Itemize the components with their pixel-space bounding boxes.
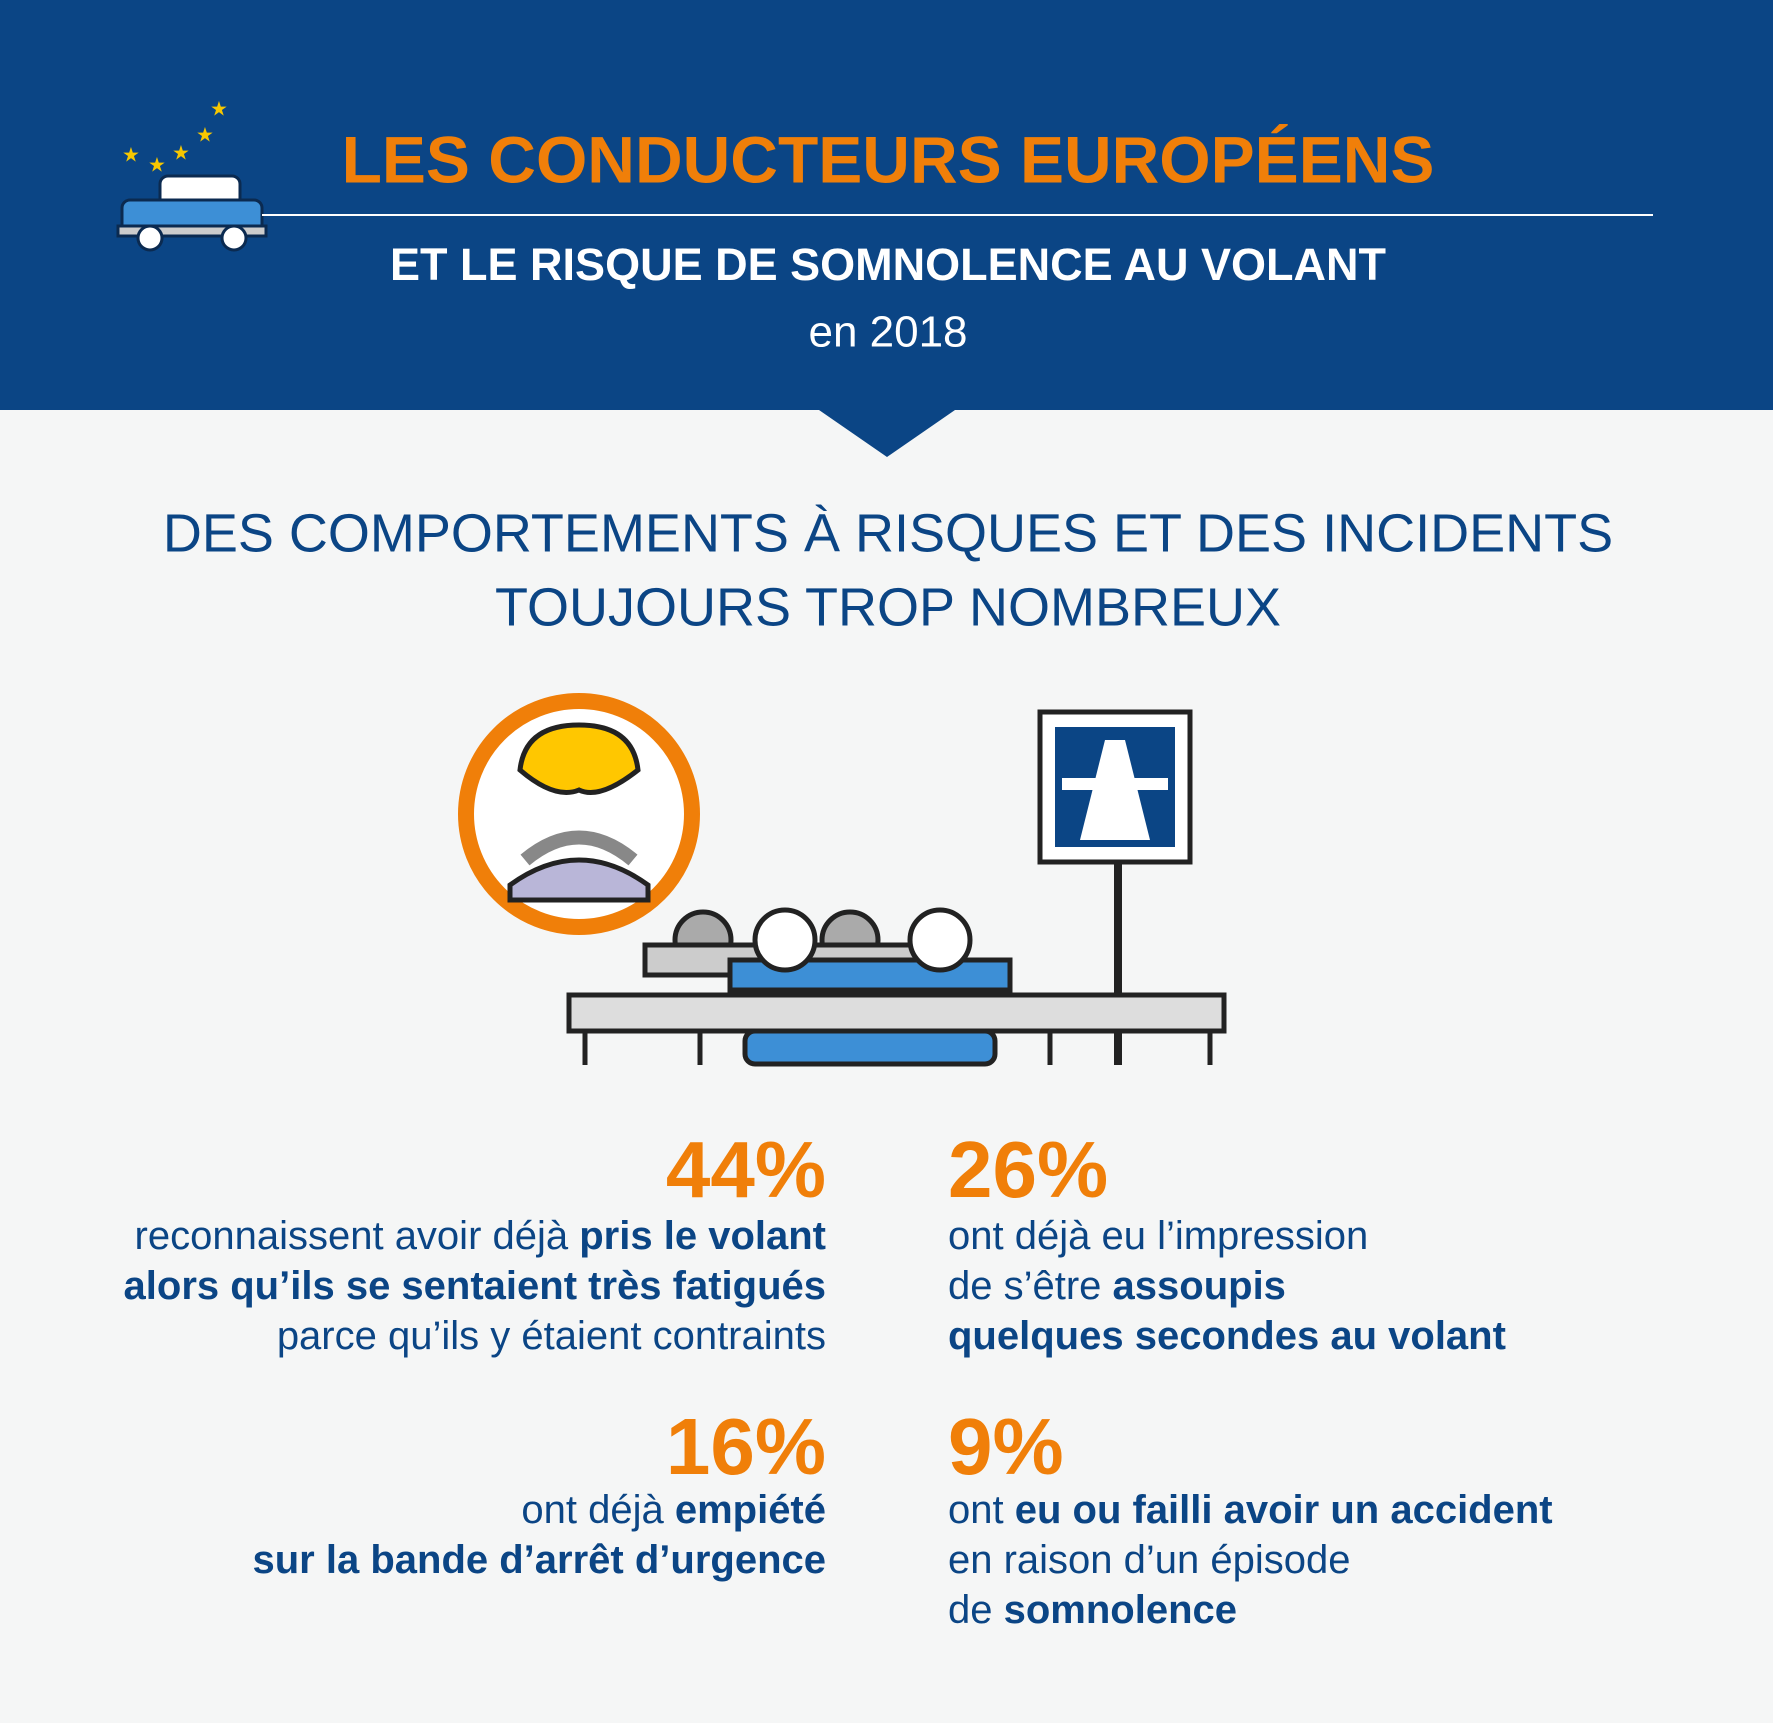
stat-line: ont déjà eu l’impression (948, 1214, 1368, 1258)
svg-text:★: ★ (196, 124, 214, 146)
bold-text: empiété (675, 1488, 826, 1532)
section-heading: TOUJOURS TROP NOMBREUX (495, 577, 1281, 637)
illustration (458, 693, 1227, 1067)
bold-text: quelques secondes au volant (948, 1314, 1506, 1358)
svg-text:★: ★ (210, 98, 228, 120)
stat-line: sur la bande d’arrêt d’urgence (253, 1538, 827, 1582)
text: ont (948, 1488, 1015, 1532)
bold-text: somnolence (1004, 1588, 1237, 1632)
text: en raison d’un épisode (948, 1538, 1351, 1582)
car-icon (116, 174, 268, 252)
stat-line: ont déjà empiété (521, 1488, 826, 1532)
text: ont déjà eu l’impression (948, 1214, 1368, 1258)
stat-line: ont eu ou failli avoir un accident (948, 1488, 1553, 1532)
stat-value: 26% (948, 1125, 1108, 1214)
stat-line: de s’être assoupis (948, 1264, 1286, 1308)
bold-text: assoupis (1113, 1264, 1286, 1308)
svg-text:★: ★ (148, 154, 166, 176)
stat-line: quelques secondes au volant (948, 1314, 1506, 1358)
svg-text:★: ★ (172, 142, 190, 164)
stat-line: en raison d’un épisode (948, 1538, 1351, 1582)
year: en 2018 (808, 308, 967, 357)
subtitle: ET LE RISQUE DE SOMNOLENCE AU VOLANT (390, 239, 1386, 290)
svg-text:★: ★ (122, 144, 140, 166)
title: LES CONDUCTEURS EUROPÉENS (342, 122, 1435, 196)
bold-text: sur la bande d’arrêt d’urgence (253, 1538, 827, 1582)
section-heading: DES COMPORTEMENTS À RISQUES ET DES INCID… (163, 503, 1613, 563)
bold-text: eu ou failli avoir un accident (1015, 1488, 1553, 1532)
text: parce qu’ils y étaient contraints (277, 1314, 826, 1358)
text: reconnaissent avoir déjà (135, 1214, 580, 1258)
text: de s’être (948, 1264, 1113, 1308)
stats: 44%reconnaissent avoir déjà pris le vola… (124, 1125, 1553, 1631)
bold-text: pris le volant (579, 1214, 826, 1258)
stat-line: parce qu’ils y étaient contraints (277, 1314, 826, 1358)
stat-value: 44% (666, 1125, 826, 1214)
stat-value: 9% (948, 1402, 1064, 1491)
stat-value: 16% (666, 1402, 826, 1491)
header-band (0, 0, 1773, 457)
text: ont déjà (521, 1488, 674, 1532)
stat-line: de somnolence (948, 1588, 1237, 1632)
stat-line: reconnaissent avoir déjà pris le volant (135, 1214, 826, 1258)
text: de (948, 1588, 1004, 1632)
stars: ★ ★ ★ ★ ★ (122, 98, 228, 176)
bold-text: alors qu’ils se sentaient très fatigués (124, 1264, 826, 1308)
stat-line: alors qu’ils se sentaient très fatigués (124, 1264, 826, 1308)
